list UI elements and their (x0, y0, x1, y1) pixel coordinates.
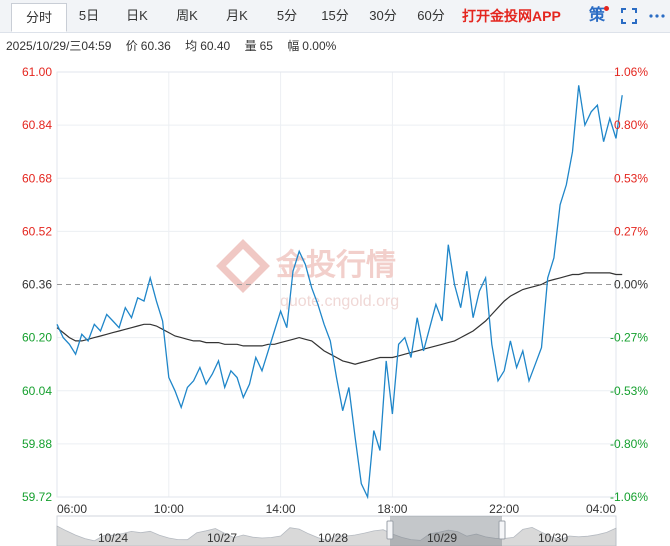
quote-datetime: 2025/10/29/三04:59 (6, 39, 112, 53)
navigator-date-label: 10/29 (427, 531, 457, 545)
percent-axis: 1.06% 0.80% 0.53% 0.27% 0.00% -0.27% -0.53% -0.… (610, 65, 648, 504)
navigator-date-label: 10/30 (538, 531, 568, 545)
percent-tick-label: 1.06% (614, 65, 648, 79)
avg-label: 均 (185, 39, 198, 53)
more-icon[interactable] (648, 7, 666, 25)
navigator-handle[interactable] (386, 520, 394, 540)
fullscreen-icon[interactable] (620, 7, 638, 25)
watermark-site: quote.cngold.org (280, 293, 399, 310)
volume-value: 65 (259, 39, 273, 53)
navigator-date-label: 10/24 (98, 531, 128, 545)
price-tick-label: 61.00 (22, 65, 52, 79)
change-value: 0.00% (302, 39, 337, 53)
percent-tick-label: 0.53% (614, 171, 648, 185)
percent-tick-label: 0.80% (614, 118, 648, 132)
tab-60min[interactable]: 60分 (417, 8, 445, 23)
watermark-logo (216, 239, 270, 293)
price-tick-label: 60.36 (22, 278, 52, 292)
tab-30min[interactable]: 30分 (369, 8, 397, 23)
quote-info-bar: 2025/10/29/三04:59 价 60.36 均 60.40 量 65 幅 0.0… (0, 33, 670, 59)
price-axis: 61.00 60.84 60.68 60.52 60.36 60.20 60.04 59.88… (22, 65, 52, 504)
price-value: 60.36 (140, 39, 171, 53)
percent-tick-label: -1.06% (610, 490, 648, 504)
notification-dot (604, 6, 609, 11)
time-navigator[interactable]: 10/24 10/27 10/28 10/29 10/30 (56, 515, 617, 546)
price-tick-label: 60.68 (22, 171, 52, 185)
open-app-link[interactable]: 打开金投网APP (462, 8, 561, 24)
percent-tick-label: -0.27% (610, 331, 648, 345)
watermark: 金投行情 quote.cngold.org (216, 239, 399, 310)
time-tick-label: 18:00 (377, 502, 407, 516)
navigator-window[interactable] (390, 516, 502, 546)
price-tick-label: 60.04 (22, 384, 52, 398)
tab-intraday[interactable]: 分时 (11, 3, 67, 32)
time-tick-label: 14:00 (266, 502, 296, 516)
strategy-button[interactable]: 策 (589, 7, 606, 24)
tab-weekly-k[interactable]: 周K (176, 8, 198, 23)
avg-value: 60.40 (200, 39, 231, 53)
navigator-date-label: 10/27 (207, 531, 237, 545)
navigator-trend (56, 525, 617, 546)
percent-tick-label: -0.80% (610, 437, 648, 451)
watermark-brand: 金投行情 (275, 248, 396, 282)
change-label: 幅 (287, 39, 300, 53)
time-tick-label: 04:00 (586, 502, 616, 516)
volume-label: 量 (244, 39, 257, 53)
price-tick-label: 60.52 (22, 224, 52, 238)
time-tick-label: 10:00 (154, 502, 184, 516)
time-tick-label: 22:00 (489, 502, 519, 516)
average-price-line (56, 272, 623, 365)
price-line (56, 85, 623, 500)
tab-monthly-k[interactable]: 月K (226, 8, 248, 23)
tab-5min[interactable]: 5分 (276, 8, 298, 23)
intraday-chart[interactable]: 金投行情 quote.cngold.org 61.00 60.84 60.68 60.… (0, 60, 670, 546)
navigator-handle[interactable] (498, 520, 506, 540)
time-axis: 06:00 10:00 14:00 18:00 22:00 04:00 (57, 502, 616, 516)
time-tick-label: 06:00 (57, 502, 87, 516)
tab-15min[interactable]: 15分 (321, 8, 349, 23)
price-tick-label: 60.20 (22, 331, 52, 345)
price-tick-label: 59.88 (22, 437, 52, 451)
tab-daily-k[interactable]: 日K (126, 8, 148, 23)
tab-5day[interactable]: 5日 (78, 8, 100, 23)
percent-tick-label: 0.00% (614, 278, 648, 292)
price-tick-label: 60.84 (22, 118, 52, 132)
percent-tick-label: -0.53% (610, 384, 648, 398)
period-tab-bar: 分时 5日 日K 周K 月K 5分 15分 30分 60分 打开金投网APP 策 (0, 0, 670, 33)
navigator-date-label: 10/28 (318, 531, 348, 545)
price-label: 价 (125, 39, 138, 53)
price-tick-label: 59.72 (22, 490, 52, 504)
percent-tick-label: 0.27% (614, 224, 648, 238)
